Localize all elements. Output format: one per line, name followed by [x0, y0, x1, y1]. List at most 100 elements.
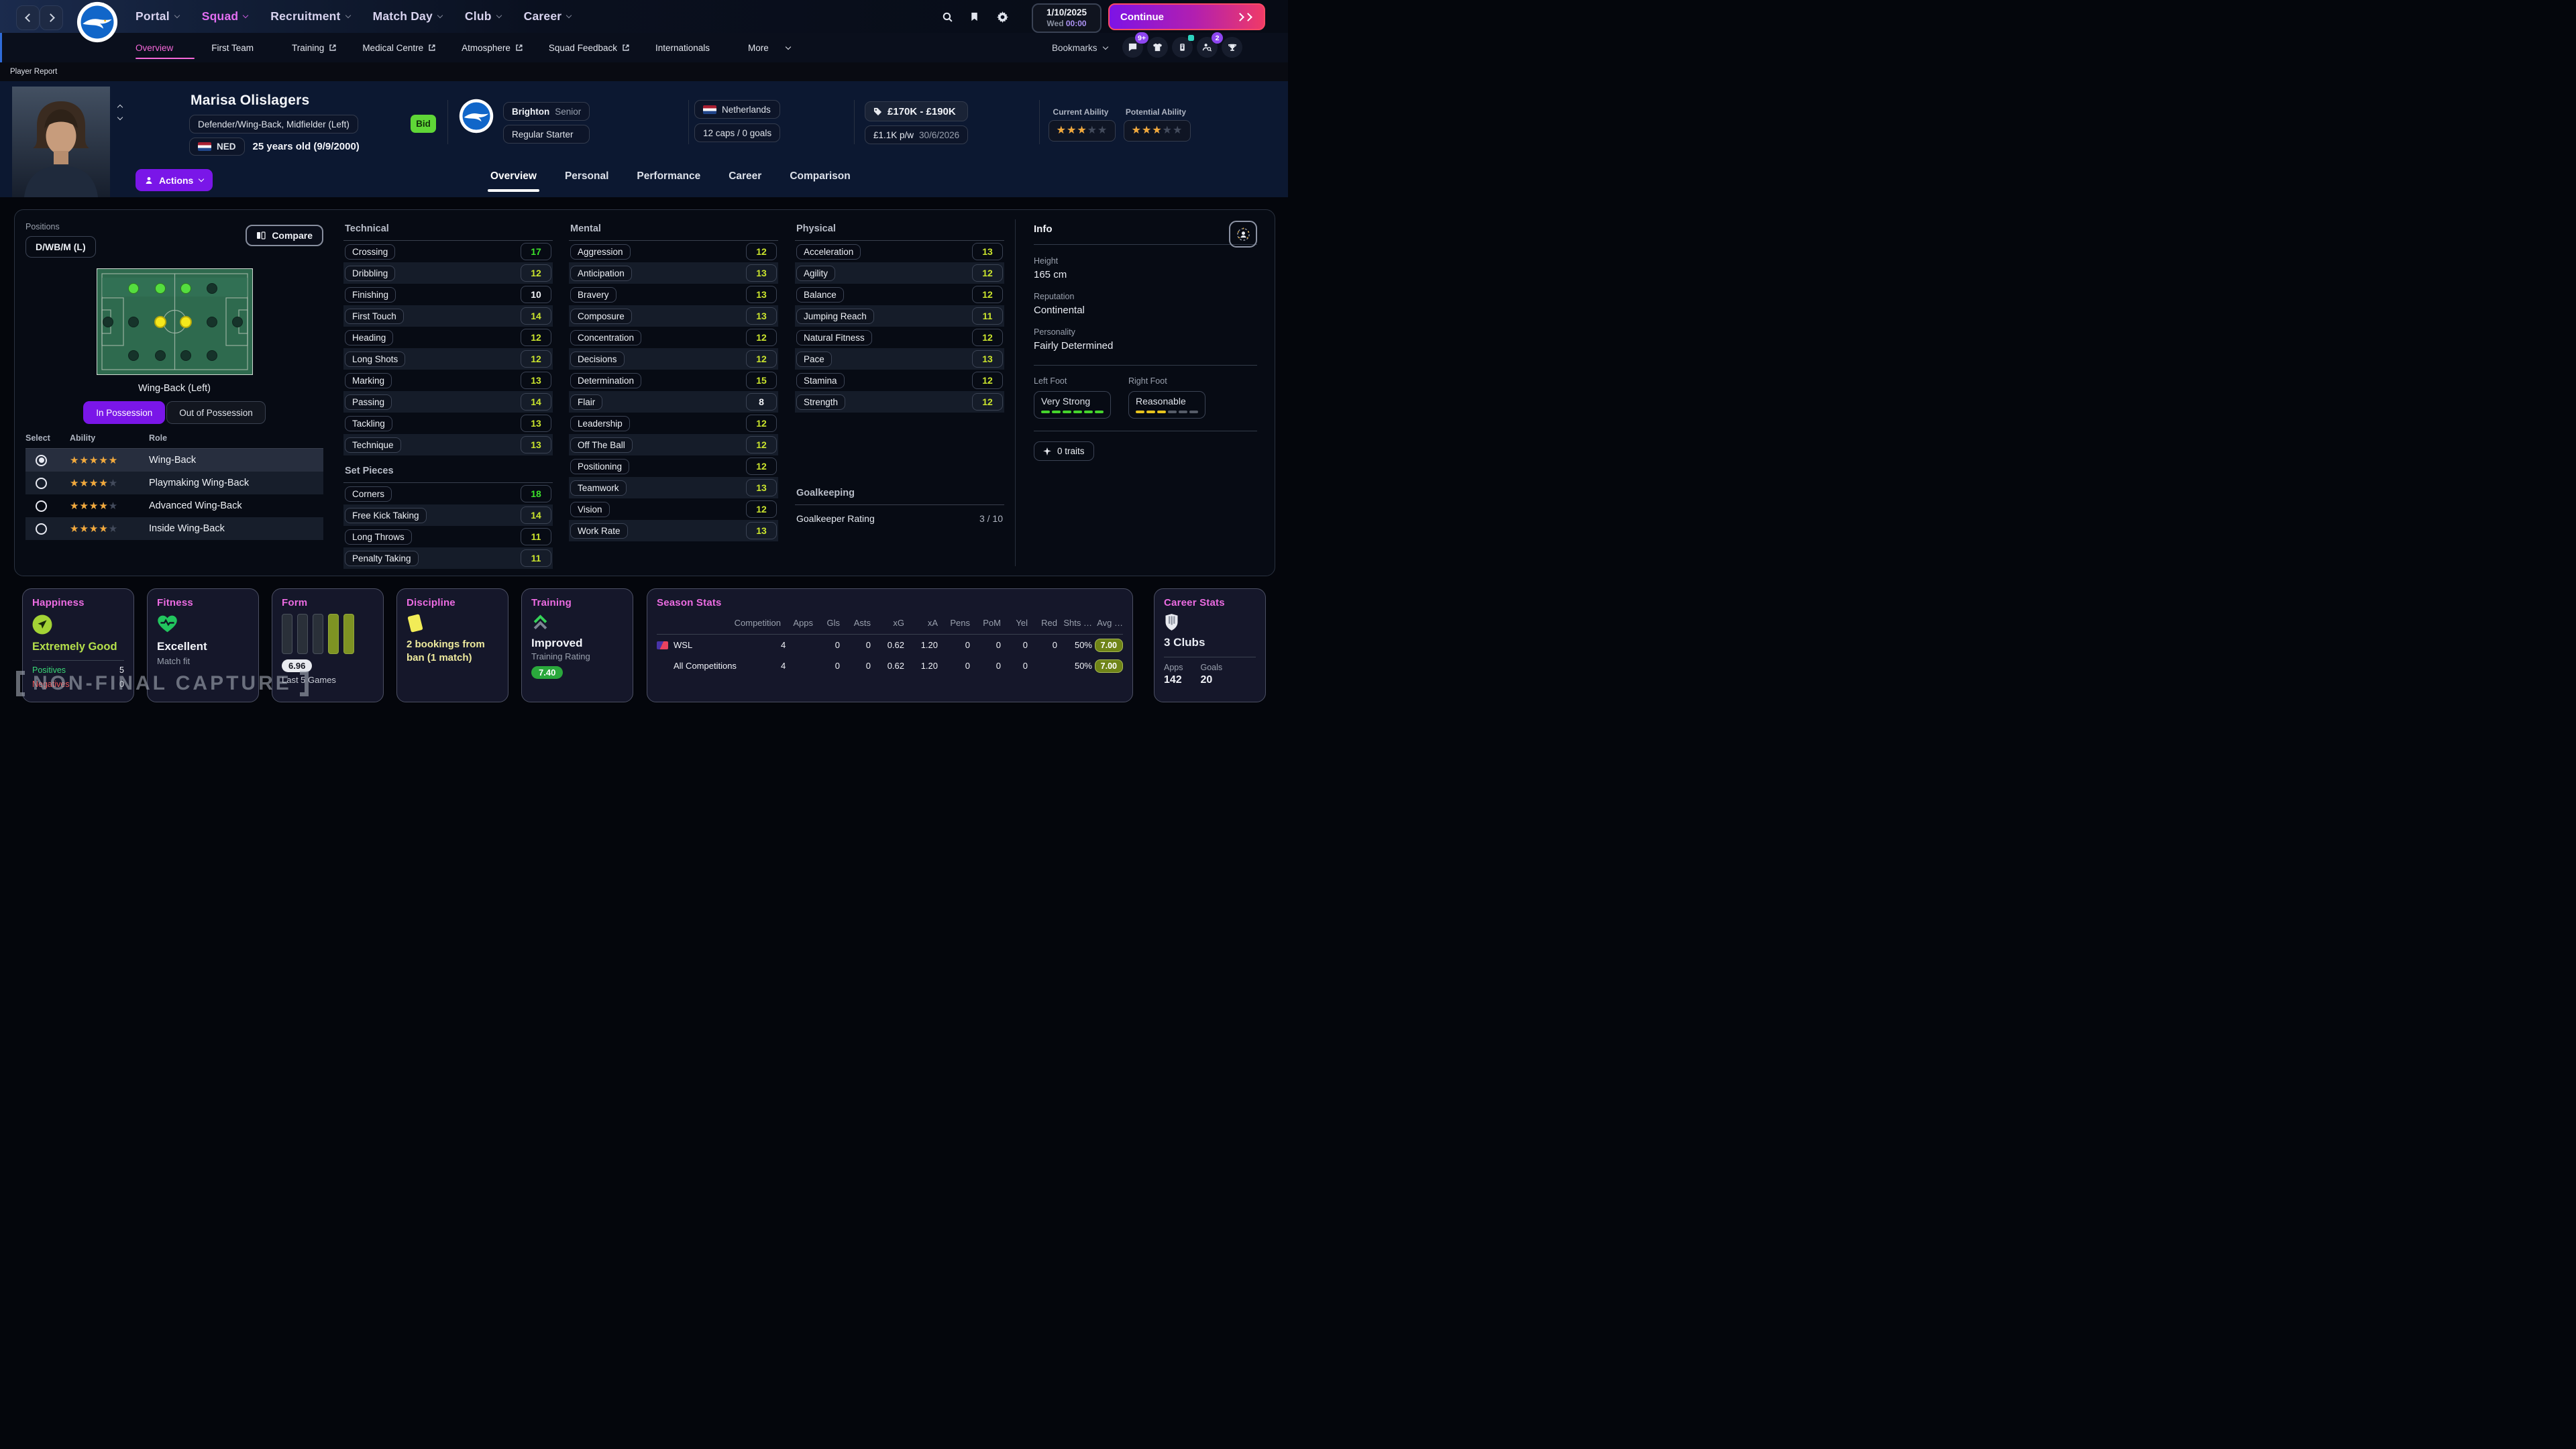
bookmarks-dropdown[interactable]: Bookmarks	[1052, 33, 1108, 62]
nav-item[interactable]: Match Day	[373, 9, 443, 23]
training-card[interactable]: Training Improved Training Rating 7.40	[521, 588, 633, 702]
position-dot	[180, 315, 193, 328]
average-rating-pill: 7.00	[1094, 659, 1123, 673]
bid-button[interactable]: Bid	[411, 115, 436, 133]
attribute-row: Off The Ball 12	[569, 434, 778, 455]
attribute-name: Off The Ball	[570, 437, 633, 453]
career-clubs: 3 Clubs	[1164, 636, 1205, 649]
attribute-name: Penalty Taking	[345, 550, 419, 566]
attribute-name: Long Throws	[345, 529, 412, 545]
foot-strength-segment	[1041, 411, 1050, 413]
role-radio[interactable]	[36, 454, 47, 466]
attribute-value: 13	[521, 436, 551, 453]
subnav-item[interactable]: Internationals	[655, 43, 731, 53]
wage-contract-pill: £1.1K p/w 30/6/2026	[865, 125, 969, 144]
foot-strength-segment	[1136, 411, 1144, 413]
role-table-header: Select Ability Role	[25, 433, 323, 449]
form-card[interactable]: Form 6.96 Last 5 Games	[272, 588, 384, 702]
subnav-item[interactable]: Training	[292, 43, 345, 53]
discipline-card[interactable]: Discipline 2 bookings from ban (1 match)	[396, 588, 508, 702]
subnav-item-label: Atmosphere	[462, 42, 511, 53]
subnav-item[interactable]: Atmosphere	[462, 43, 532, 53]
info-title: Info	[1034, 223, 1053, 235]
player-tab[interactable]: Performance	[637, 170, 700, 192]
nav-item[interactable]: Club	[465, 9, 502, 23]
position-dot	[102, 316, 113, 327]
role-row[interactable]: ★★★★★★★★★★ Advanced Wing-Back	[25, 494, 323, 517]
season-row: WSL 4 0 0 0.62 1.20 0 0 0 0 50% 7.00	[657, 635, 1123, 655]
forward-button[interactable]	[40, 5, 63, 30]
subnav-item[interactable]: Overview	[136, 43, 195, 59]
role-radio[interactable]	[36, 500, 47, 512]
club-crest[interactable]	[76, 1, 118, 43]
nav-item[interactable]: Recruitment	[270, 9, 351, 23]
player-tab[interactable]: Career	[729, 170, 761, 192]
gear-icon[interactable]	[997, 11, 1008, 23]
position-dot	[155, 283, 166, 294]
continue-button[interactable]: Continue	[1108, 3, 1265, 30]
traits-button[interactable]: 0 traits	[1034, 441, 1094, 461]
season-table: WSL 4 0 0 0.62 1.20 0 0 0 0 50% 7.00 All Competit…	[657, 635, 1123, 676]
role-row[interactable]: ★★★★★★★★★★ Inside Wing-Back	[25, 517, 323, 540]
messages-icon[interactable]: 9+	[1122, 32, 1148, 58]
set-pieces-title: Set Pieces	[343, 466, 553, 483]
transfer-badge	[1188, 35, 1194, 41]
foot-strength-segment	[1095, 411, 1104, 413]
attribute-row: Penalty Taking 11	[343, 547, 553, 569]
physical-title: Physical	[795, 223, 1004, 241]
nation-name: Netherlands	[722, 104, 771, 115]
attribute-row: Concentration 12	[569, 327, 778, 348]
role-row[interactable]: ★★★★★★★★★★ Playmaking Wing-Back	[25, 472, 323, 494]
subnav-item[interactable]: Medical Centre	[362, 43, 445, 53]
happiness-card[interactable]: Happiness Extremely Good Positives 5 Nega…	[22, 588, 134, 702]
attribute-name: Flair	[570, 394, 603, 410]
career-stats-card[interactable]: Career Stats 3 Clubs Apps 142 Goals 20	[1154, 588, 1266, 702]
subnav-item[interactable]: Squad Feedback	[549, 43, 639, 53]
nav-item[interactable]: Career	[524, 9, 572, 23]
position-string-badge: D/WB/M (L)	[25, 236, 96, 258]
compare-button[interactable]: Compare	[246, 225, 323, 246]
role-name: Advanced Wing-Back	[149, 500, 242, 511]
fitness-card[interactable]: Fitness Excellent Match fit	[147, 588, 259, 702]
attribute-row: Long Throws 11	[343, 526, 553, 547]
scouting-icon[interactable]: 2	[1197, 32, 1223, 58]
subnav-item[interactable]: More	[748, 43, 792, 53]
nation-code: NED	[217, 142, 236, 152]
player-tab[interactable]: Personal	[565, 170, 608, 192]
nav-item[interactable]: Squad	[202, 9, 249, 23]
subnav-item[interactable]: First Team	[211, 43, 275, 53]
season-stats-card[interactable]: Season Stats Competition Apps Gls Asts xG xA P…	[647, 588, 1133, 702]
player-tab[interactable]: Comparison	[790, 170, 850, 192]
toggle-label: In Possession	[96, 407, 153, 418]
attribute-row: Tackling 13	[343, 413, 553, 434]
possession-toggle-button[interactable]: Out of Possession	[166, 401, 266, 424]
bookmark-icon[interactable]	[969, 11, 979, 22]
next-player-button[interactable]	[117, 114, 123, 121]
traits-label: 0 traits	[1057, 446, 1085, 456]
form-bar	[343, 614, 354, 654]
search-icon[interactable]	[942, 11, 953, 23]
attribute-value: 12	[972, 329, 1003, 346]
club-squad-pill: Brighton Senior	[503, 102, 590, 121]
role-radio[interactable]	[36, 523, 47, 535]
player-tab[interactable]: Overview	[488, 170, 539, 192]
attribute-value: 12	[746, 415, 777, 432]
info-field-value: Continental	[1034, 305, 1085, 316]
transfer-card-icon[interactable]	[1172, 35, 1194, 58]
squad-shirt-icon[interactable]	[1147, 37, 1168, 58]
attribute-name: Pace	[796, 351, 832, 367]
attribute-row: Crossing 17	[343, 241, 553, 262]
info-field-value: Fairly Determined	[1034, 340, 1114, 352]
actions-button[interactable]: Actions	[136, 169, 213, 191]
game-date[interactable]: 1/10/2025 Wed 00:00	[1032, 3, 1102, 33]
attribute-name: Dribbling	[345, 265, 396, 281]
nav-item[interactable]: Portal	[136, 9, 180, 23]
role-radio[interactable]	[36, 477, 47, 489]
back-button[interactable]	[16, 5, 40, 30]
player-profile-badge-button[interactable]	[1229, 221, 1257, 248]
trophy-icon[interactable]	[1222, 37, 1242, 58]
possession-toggle-button[interactable]: In Possession	[83, 401, 166, 424]
role-row[interactable]: ★★★★★ ★★★★★ Wing-Back	[25, 449, 323, 472]
season-stat-value: 0	[996, 661, 1001, 671]
attribute-row: Composure 13	[569, 305, 778, 327]
